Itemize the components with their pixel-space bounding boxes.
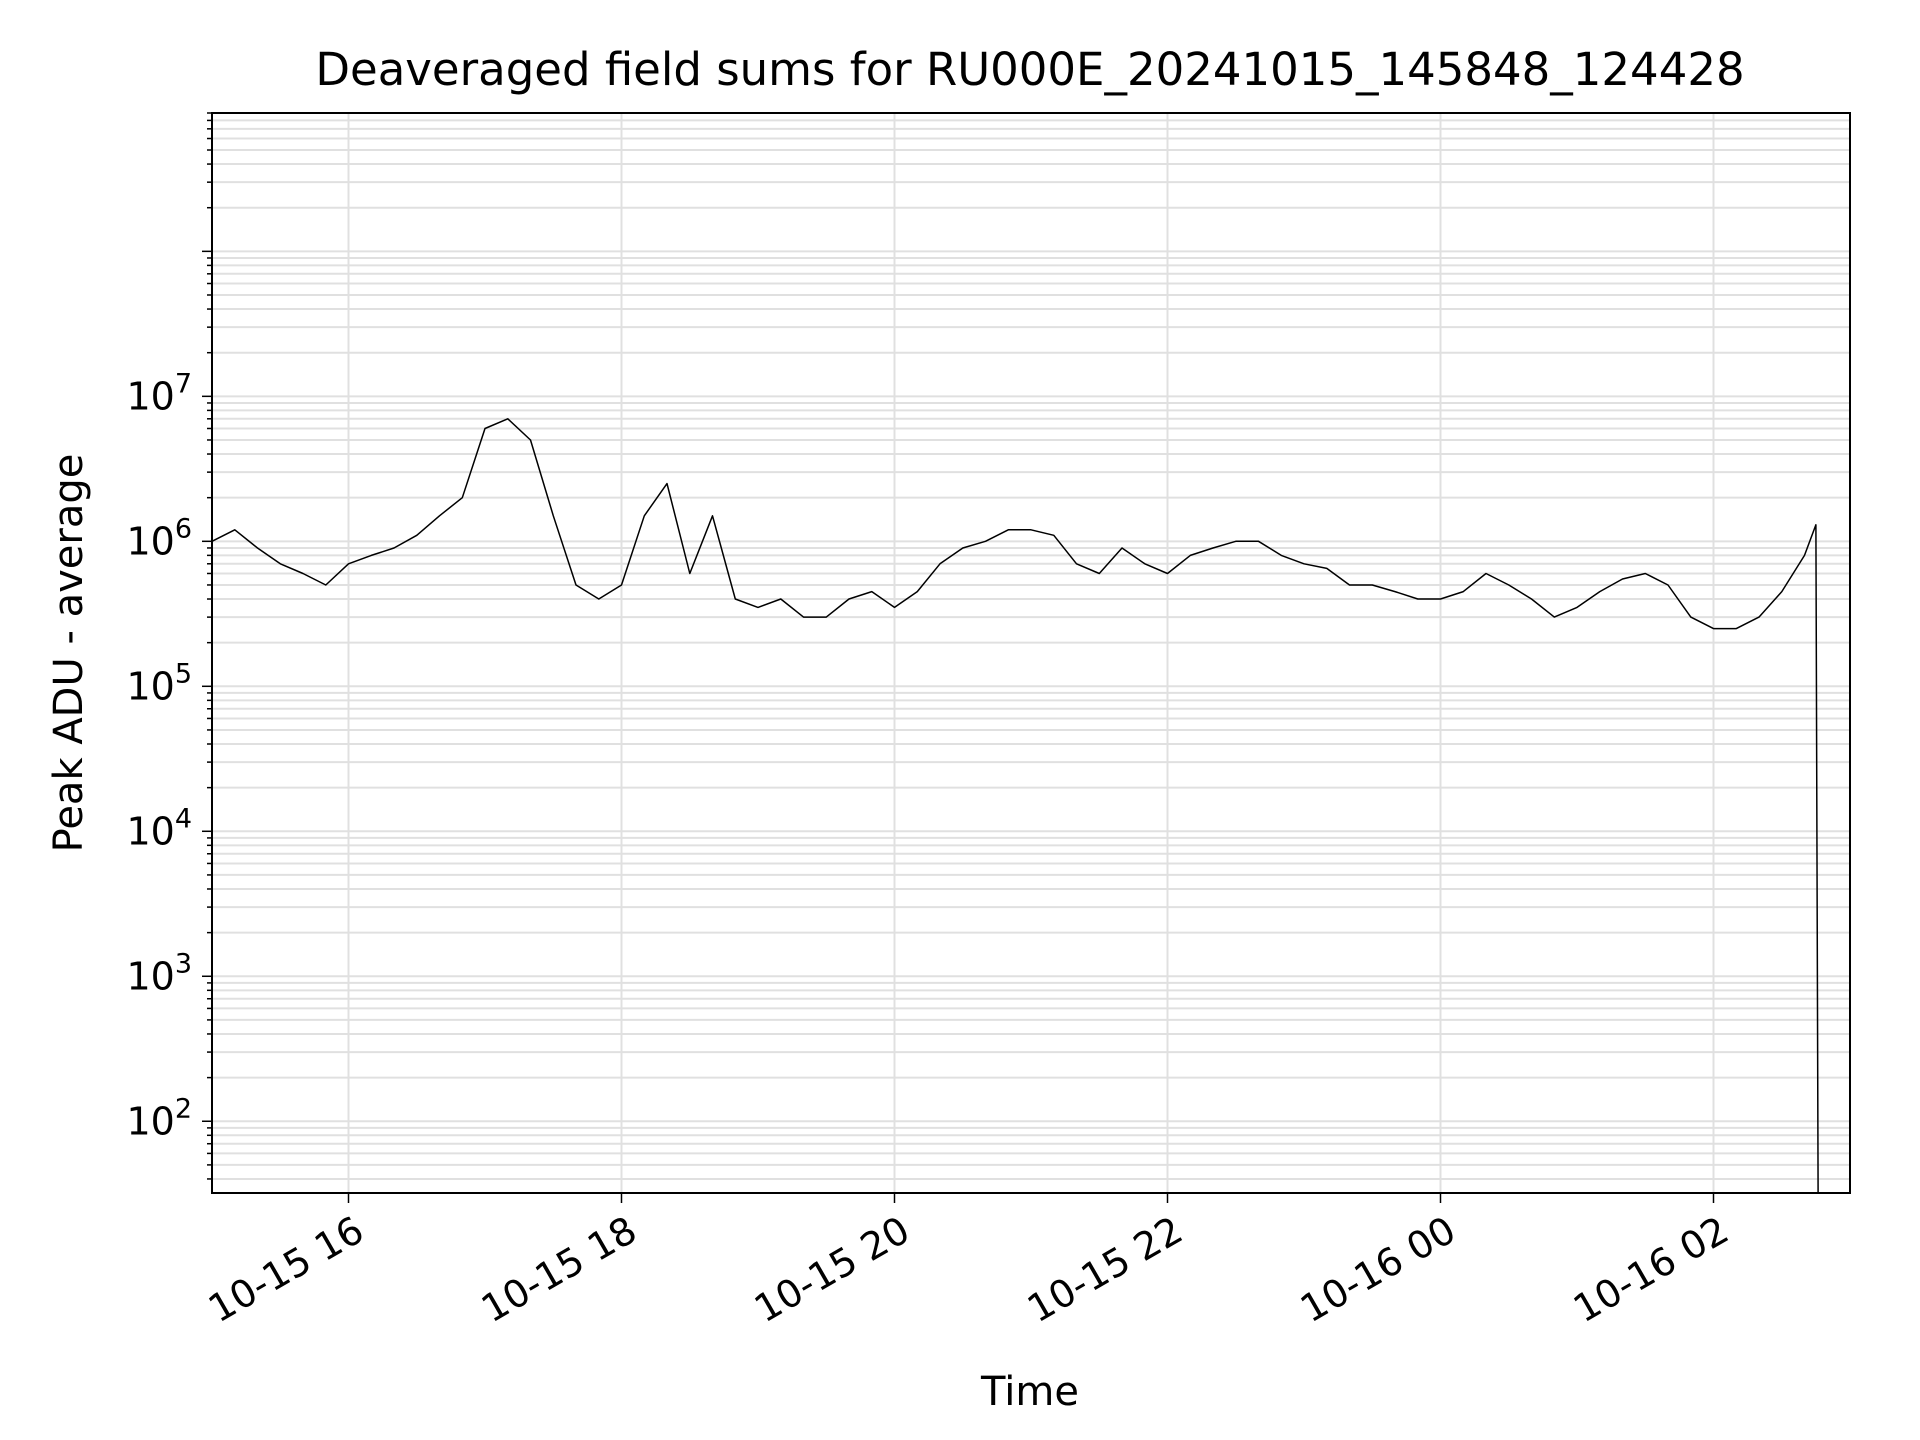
data-series — [211, 418, 1819, 1194]
x-axis-label: Time — [980, 1369, 1079, 1415]
series-line — [211, 418, 1819, 1194]
chart-title: Deaveraged field sums for RU000E_2024101… — [315, 43, 1744, 96]
y-tick-label: 106 — [126, 513, 192, 563]
y-tick-label: 102 — [126, 1093, 192, 1143]
plot-frame — [211, 112, 1851, 1194]
y-tick-label: 105 — [126, 658, 192, 708]
y-axis-label: Peak ADU - average — [46, 454, 92, 853]
y-tick-label: 103 — [126, 948, 192, 998]
y-axis: 102 103 104 105 106 107 — [126, 112, 212, 1180]
y-tick-label: 107 — [126, 368, 192, 418]
grid — [212, 112, 1850, 1193]
y-tick-label: 104 — [126, 803, 192, 853]
